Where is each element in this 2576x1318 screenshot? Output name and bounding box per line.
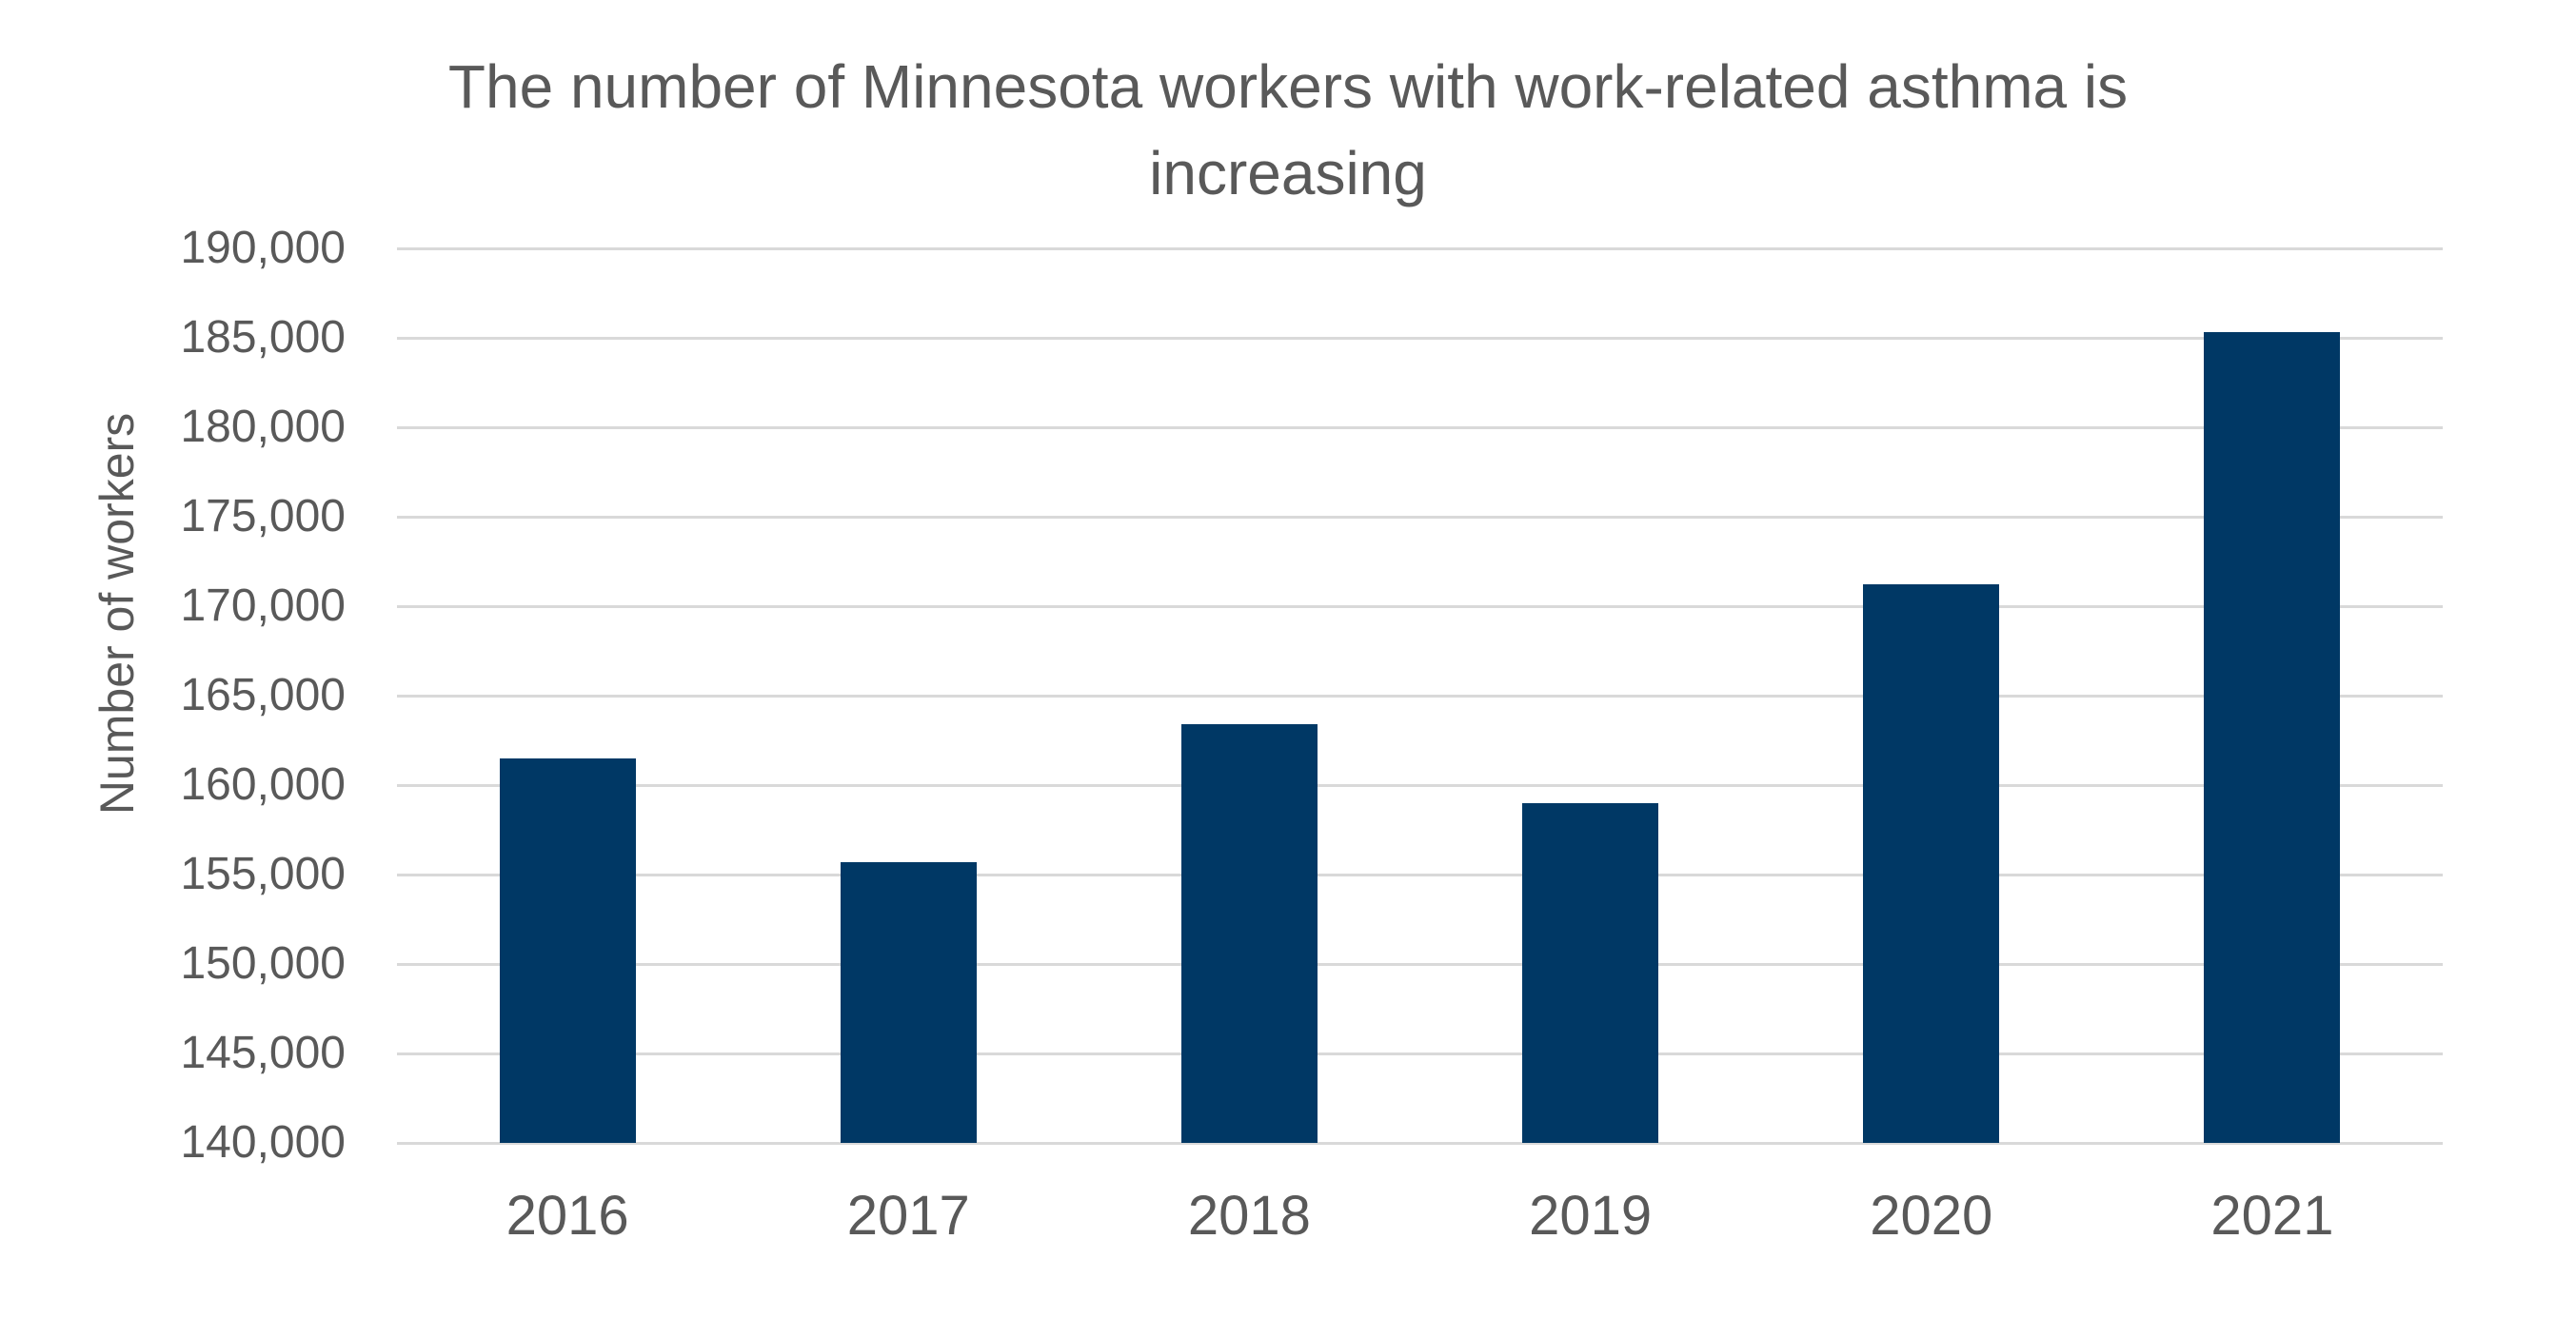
x-axis-tick-label: 2016 (505, 1185, 629, 1247)
x-axis-tick-label: 2021 (2210, 1185, 2334, 1247)
y-axis-tick-label: 155,000 (180, 849, 346, 899)
y-axis-tick-label: 150,000 (180, 938, 346, 989)
plot-area (397, 246, 2443, 1145)
y-axis-tick-label: 175,000 (180, 491, 346, 541)
gridline (397, 962, 2443, 966)
y-axis-tick-label: 165,000 (180, 670, 346, 720)
chart-title: The number of Minnesota workers with wor… (0, 44, 2576, 217)
gridline (397, 1141, 2443, 1145)
bar-2016 (499, 757, 636, 1143)
x-axis-tick-labels: 2016 2017 2018 2019 2020 2021 (397, 1183, 2443, 1249)
gridlines (397, 246, 2443, 1145)
bar-2020 (1863, 584, 2000, 1143)
y-axis-tick-label: 170,000 (180, 580, 346, 631)
gridline (397, 783, 2443, 787)
bar-2018 (1180, 724, 1318, 1143)
y-axis-tick-label: 145,000 (180, 1028, 346, 1078)
chart-title-text: The number of Minnesota workers with wor… (447, 52, 2129, 207)
y-axis-tick-label: 140,000 (180, 1117, 346, 1168)
gridline (397, 336, 2443, 340)
y-axis-tick-label: 190,000 (180, 223, 346, 273)
gridline (397, 1052, 2443, 1055)
x-axis-tick-label: 2017 (846, 1185, 970, 1247)
x-axis-tick-label: 2019 (1529, 1185, 1653, 1247)
gridline (397, 246, 2443, 250)
bar-series (397, 248, 2443, 1143)
gridline (397, 425, 2443, 429)
y-axis-tick-labels: 140,000 145,000 150,000 155,000 160,000 165,0… (0, 223, 346, 1168)
x-axis-tick-label: 2020 (1870, 1185, 1993, 1247)
y-axis-tick-label: 180,000 (180, 402, 346, 452)
x-axis-tick-label: 2018 (1187, 1185, 1311, 1247)
bar-2019 (1522, 802, 1659, 1143)
gridline (397, 694, 2443, 698)
bar-2017 (840, 861, 977, 1143)
gridline (397, 873, 2443, 876)
y-axis-tick-label: 185,000 (180, 312, 346, 363)
bar-2021 (2204, 332, 2341, 1143)
y-axis-tick-label: 160,000 (180, 759, 346, 810)
gridline (397, 515, 2443, 519)
gridline (397, 604, 2443, 608)
